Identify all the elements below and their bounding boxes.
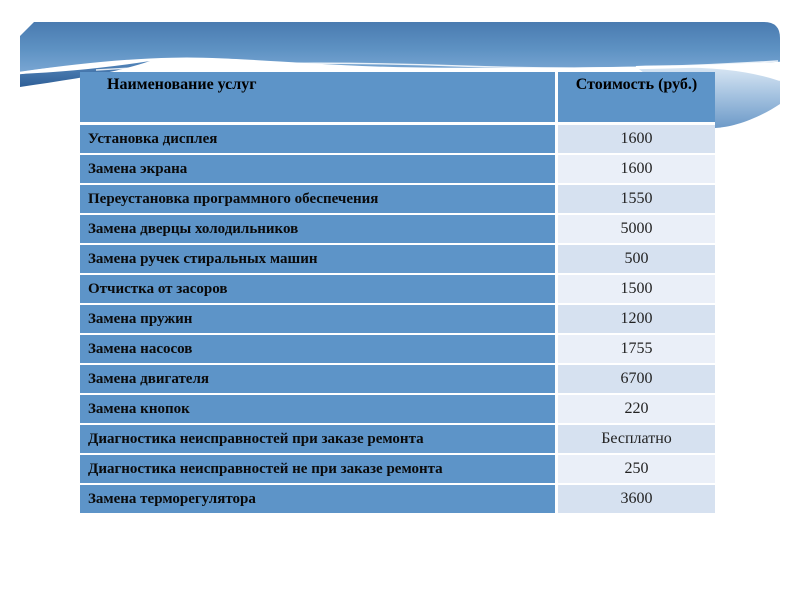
table-row: Установка дисплея 1600	[80, 125, 715, 153]
table-row: Переустановка программного обеспечения 1…	[80, 185, 715, 213]
price-cell: 1600	[558, 125, 715, 153]
table-row: Замена насосов 1755	[80, 335, 715, 363]
table-row: Замена экрана 1600	[80, 155, 715, 183]
service-name-cell: Переустановка программного обеспечения	[80, 185, 555, 213]
service-name-cell: Диагностика неисправностей при заказе ре…	[80, 425, 555, 453]
table-row: Замена двигателя 6700	[80, 365, 715, 393]
service-name-cell: Установка дисплея	[80, 125, 555, 153]
swoosh-line-main	[18, 57, 782, 75]
price-cell: 1500	[558, 275, 715, 303]
table-body: Установка дисплея 1600 Замена экрана 160…	[80, 125, 715, 513]
table-row: Отчистка от засоров 1500	[80, 275, 715, 303]
price-header-cell: Стоимость (руб.)	[558, 72, 715, 122]
table-row: Замена ручек стиральных машин 500	[80, 245, 715, 273]
price-cell: Бесплатно	[558, 425, 715, 453]
price-cell: 5000	[558, 215, 715, 243]
service-name-cell: Замена двигателя	[80, 365, 555, 393]
table-row: Диагностика неисправностей при заказе ре…	[80, 425, 715, 453]
price-cell: 3600	[558, 485, 715, 513]
price-cell: 1600	[558, 155, 715, 183]
service-name-cell: Отчистка от засоров	[80, 275, 555, 303]
service-name-cell: Замена кнопок	[80, 395, 555, 423]
price-cell: 6700	[558, 365, 715, 393]
service-name-cell: Замена терморегулятора	[80, 485, 555, 513]
price-cell: 1200	[558, 305, 715, 333]
wedge-top-highlight	[635, 65, 781, 81]
service-name-cell: Замена экрана	[80, 155, 555, 183]
service-name-cell: Замена насосов	[80, 335, 555, 363]
service-name-cell: Замена ручек стиральных машин	[80, 245, 555, 273]
price-cell: 1550	[558, 185, 715, 213]
table-row: Замена пружин 1200	[80, 305, 715, 333]
service-name-cell: Замена пружин	[80, 305, 555, 333]
service-header-cell: Наименование услуг	[80, 72, 555, 122]
table-row: Диагностика неисправностей не при заказе…	[80, 455, 715, 483]
table-row: Замена терморегулятора 3600	[80, 485, 715, 513]
price-cell: 500	[558, 245, 715, 273]
table-row: Замена кнопок 220	[80, 395, 715, 423]
price-cell: 220	[558, 395, 715, 423]
table-header-row: Наименование услуг Стоимость (руб.)	[80, 72, 715, 122]
service-name-cell: Диагностика неисправностей не при заказе…	[80, 455, 555, 483]
service-name-cell: Замена дверцы холодильников	[80, 215, 555, 243]
price-cell: 1755	[558, 335, 715, 363]
price-cell: 250	[558, 455, 715, 483]
table-row: Замена дверцы холодильников 5000	[80, 215, 715, 243]
price-table: Наименование услуг Стоимость (руб.) Уста…	[80, 72, 715, 513]
band-shape	[20, 22, 780, 72]
